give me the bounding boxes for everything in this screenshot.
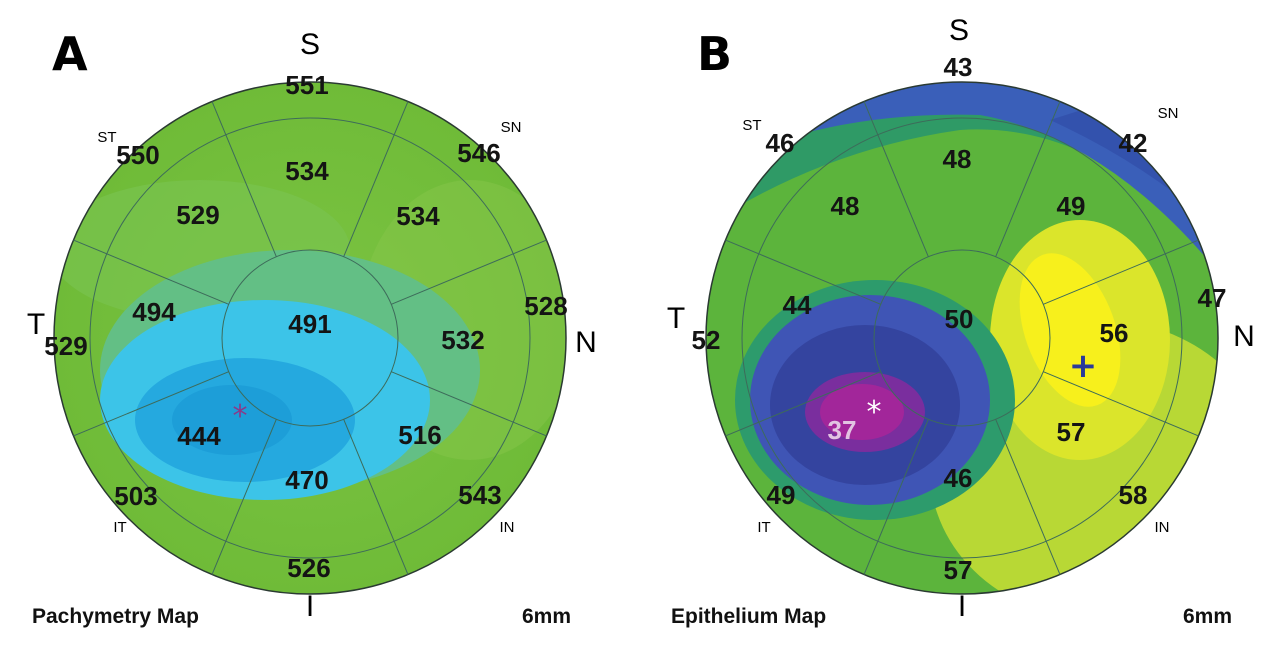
epithelium-scale: 6mm xyxy=(1183,605,1232,628)
value-outer-sn: 42 xyxy=(1119,128,1148,158)
thinnest-point-marker: * xyxy=(867,395,882,430)
value-mid-in: 516 xyxy=(398,420,441,450)
value-mid-it: 37 xyxy=(828,415,857,445)
value-outer-s: 43 xyxy=(944,52,973,82)
value-outer-i: 57 xyxy=(944,555,973,585)
value-mid-sn: 534 xyxy=(396,201,440,231)
sector-divider xyxy=(995,101,1061,257)
value-mid-n: 532 xyxy=(441,325,484,355)
value-mid-i: 470 xyxy=(285,465,328,495)
nasal-label: N xyxy=(1233,320,1255,353)
value-outer-sn: 546 xyxy=(457,138,500,168)
sector-divider xyxy=(863,101,929,257)
epithelium-grid xyxy=(705,81,1219,595)
sector-divider xyxy=(211,419,277,575)
value-outer-t: 52 xyxy=(692,325,721,355)
value-outer-n: 528 xyxy=(524,291,567,321)
inferior-label: I xyxy=(958,590,966,623)
sector-divider xyxy=(995,419,1061,575)
temporal-label: T xyxy=(667,302,685,335)
value-outer-it: 49 xyxy=(767,480,796,510)
value-outer-t: 529 xyxy=(44,331,87,361)
quadrant-label-st: ST xyxy=(742,117,761,134)
sector-divider xyxy=(1043,239,1199,305)
sector-divider xyxy=(1043,371,1199,437)
value-outer-st: 46 xyxy=(766,128,795,158)
sector-divider xyxy=(391,371,547,437)
inferior-label: I xyxy=(306,590,314,623)
value-mid-i: 46 xyxy=(944,463,973,493)
quadrant-label-in: IN xyxy=(500,519,515,536)
nasal-label: N xyxy=(575,326,597,359)
epithelium-caption: Epithelium Map xyxy=(671,605,826,628)
pachymetry-scale: 6mm xyxy=(522,605,571,628)
thickest-point-marker: + xyxy=(1069,346,1098,386)
panel-letter-b: B xyxy=(697,27,732,81)
sector-divider xyxy=(343,419,409,575)
temporal-label: T xyxy=(27,308,45,341)
sector-divider xyxy=(725,371,881,437)
value-outer-st: 550 xyxy=(116,140,159,170)
superior-label: S xyxy=(949,14,969,47)
value-mid-t: 494 xyxy=(132,297,176,327)
value-outer-s: 551 xyxy=(285,70,328,100)
superior-label: S xyxy=(300,28,320,61)
sector-divider xyxy=(343,101,409,257)
sector-divider xyxy=(73,371,229,437)
pachymetry-panel: A S I T N ST SN IT IN xyxy=(27,27,597,628)
sector-divider xyxy=(725,239,881,305)
quadrant-label-st: ST xyxy=(97,129,116,146)
epithelium-panel: B S I T xyxy=(667,14,1255,628)
quadrant-label-it: IT xyxy=(113,519,126,536)
value-mid-st: 48 xyxy=(831,191,860,221)
value-outer-n: 47 xyxy=(1198,283,1227,313)
value-outer-in: 543 xyxy=(458,480,501,510)
value-mid-n: 56 xyxy=(1100,318,1129,348)
value-center: 491 xyxy=(288,309,331,339)
panel-letter-a: A xyxy=(52,27,88,81)
quadrant-label-it: IT xyxy=(757,519,770,536)
pachymetry-caption: Pachymetry Map xyxy=(32,605,199,628)
value-mid-it: 444 xyxy=(177,421,221,451)
value-mid-s: 534 xyxy=(285,156,329,186)
thinnest-point-marker: * xyxy=(233,399,248,434)
value-mid-sn: 49 xyxy=(1057,191,1086,221)
value-outer-i: 526 xyxy=(287,553,330,583)
quadrant-label-in: IN xyxy=(1155,519,1170,536)
sector-divider xyxy=(211,101,277,257)
sector-divider xyxy=(391,239,547,305)
value-mid-st: 529 xyxy=(176,200,219,230)
pachymetry-grid xyxy=(53,81,567,595)
value-mid-s: 48 xyxy=(943,144,972,174)
sector-divider xyxy=(863,419,929,575)
value-center: 50 xyxy=(945,304,974,334)
value-outer-in: 58 xyxy=(1119,480,1148,510)
value-mid-t: 44 xyxy=(783,290,812,320)
quadrant-label-sn: SN xyxy=(501,119,522,136)
value-outer-it: 503 xyxy=(114,481,157,511)
quadrant-label-sn: SN xyxy=(1158,105,1179,122)
sector-divider xyxy=(73,239,229,305)
pachymetry-colormap xyxy=(54,82,566,594)
value-mid-in: 57 xyxy=(1057,417,1086,447)
